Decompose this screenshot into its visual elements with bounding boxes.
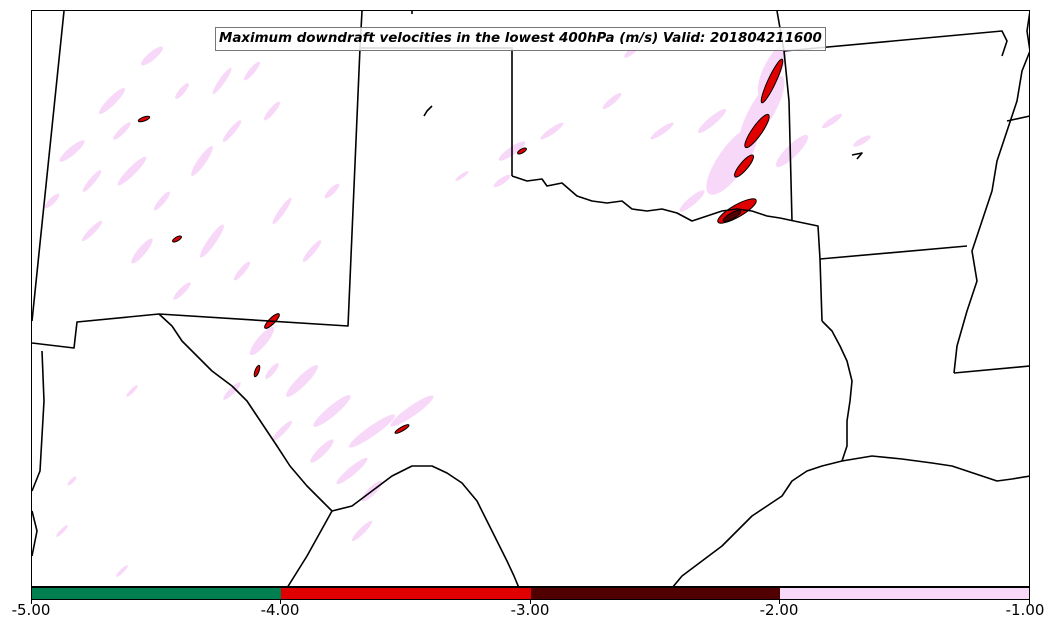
map-canvas xyxy=(32,11,1029,586)
colorbar-tick xyxy=(530,600,531,604)
colorbar-label: -4.00 xyxy=(260,601,300,619)
colorbar-tick xyxy=(280,600,281,604)
state-boundaries xyxy=(32,11,1029,586)
downdraft-field-light xyxy=(44,44,871,577)
colorbar-tick xyxy=(31,600,32,604)
map-title: Maximum downdraft velocities in the lowe… xyxy=(215,27,826,51)
colorbar-segment-1 xyxy=(32,588,282,599)
colorbar-tick xyxy=(1029,600,1030,604)
colorbar-segment-3 xyxy=(530,588,780,599)
colorbar xyxy=(31,587,1030,600)
colorbar-label: -2.00 xyxy=(759,601,799,619)
map-panel: Maximum downdraft velocities in the lowe… xyxy=(31,10,1030,587)
colorbar-segment-2 xyxy=(281,588,531,599)
colorbar-tick xyxy=(779,600,780,604)
colorbar-label: -1.00 xyxy=(1005,601,1045,619)
colorbar-segment-4 xyxy=(779,588,1029,599)
downdraft-field-strong xyxy=(137,58,784,434)
colorbar-label: -5.00 xyxy=(11,601,51,619)
colorbar-label: -3.00 xyxy=(510,601,550,619)
